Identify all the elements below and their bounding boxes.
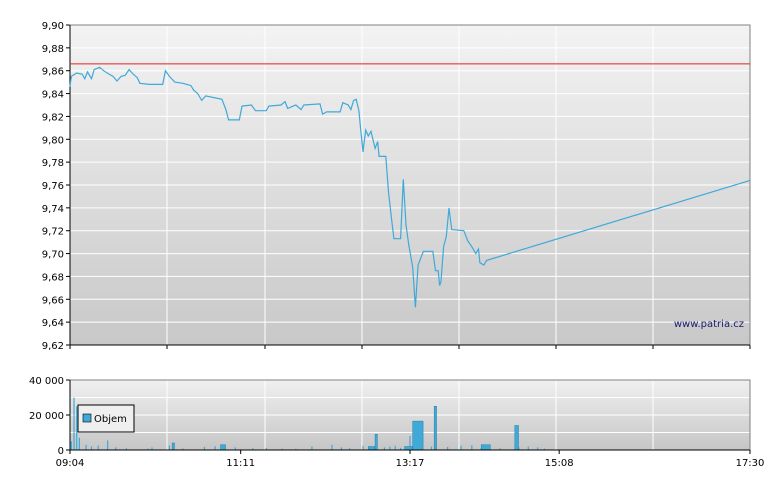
volume-bar: [147, 448, 149, 450]
volume-bar: [447, 446, 449, 450]
volume-bar: [514, 425, 519, 451]
price-y-tick-label: 9,80: [42, 135, 64, 146]
volume-bar: [543, 448, 545, 450]
volume-bar: [281, 448, 283, 450]
volume-bar: [151, 447, 153, 450]
volume-bar: [76, 406, 78, 450]
volume-bar: [527, 446, 529, 450]
volume-bar: [220, 444, 226, 451]
volume-bar: [214, 446, 216, 450]
price-y-tick-label: 9,90: [42, 21, 64, 32]
price-y-tick-label: 9,78: [42, 158, 64, 169]
x-tick-label: 15:08: [545, 458, 574, 469]
volume-y-tick-label: 0: [58, 446, 64, 457]
price-y-tick-label: 9,88: [42, 44, 64, 55]
volume-bar: [70, 441, 72, 450]
volume-bar: [73, 397, 75, 450]
volume-bar: [404, 446, 413, 451]
x-tick-label: 17:30: [736, 458, 765, 469]
volume-bar: [125, 448, 128, 450]
volume-bar: [97, 445, 99, 450]
volume-bar: [107, 440, 109, 450]
volume-bar: [537, 447, 539, 450]
x-tick-label: 13:17: [396, 458, 425, 469]
volume-bar: [90, 446, 93, 450]
volume-bar: [115, 447, 117, 450]
price-y-tick-label: 9,72: [42, 227, 64, 238]
price-y-tick-label: 9,84: [42, 90, 64, 101]
price-y-tick-label: 9,68: [42, 272, 64, 283]
volume-bar: [412, 420, 424, 451]
price-y-tick-label: 9,64: [42, 318, 64, 329]
volume-bar: [362, 445, 364, 450]
price-y-tick-label: 9,70: [42, 250, 64, 261]
volume-bar: [295, 448, 297, 450]
volume-bar: [518, 447, 520, 450]
price-series-line: [69, 66, 751, 308]
volume-bar: [340, 447, 343, 450]
volume-bar: [499, 448, 501, 450]
watermark-text: www.patria.cz: [674, 319, 744, 330]
volume-bar: [480, 444, 491, 451]
price-panel: 9,90 9,88 9,86 9,84 9,82 9,80 9,78 9,76 9,74 9,72…: [42, 21, 751, 352]
volume-bar: [399, 447, 402, 450]
price-y-tick-label: 9,66: [42, 295, 64, 306]
volume-bar: [252, 448, 254, 450]
volume-bar: [460, 445, 462, 450]
volume-bar: [471, 445, 473, 450]
legend-label: Objem: [94, 414, 127, 425]
price-y-tick-label: 9,74: [42, 204, 64, 215]
volume-bar: [389, 446, 391, 450]
price-y-tick-label: 9,62: [42, 341, 64, 352]
volume-bar: [234, 447, 236, 450]
volume-bar: [311, 446, 313, 450]
volume-bar: [203, 446, 205, 450]
volume-bar: [368, 446, 375, 451]
legend-swatch: [82, 413, 92, 423]
volume-panel: 40 000 20 000 009:04 11:11 13:17 15:08 17:30 Ob…: [29, 376, 764, 469]
volume-bar: [168, 445, 171, 450]
x-tick-label: 11:11: [226, 458, 255, 469]
price-y-tick-label: 9,86: [42, 67, 64, 78]
volume-bar: [394, 445, 396, 450]
x-tick-label: 09:04: [56, 458, 85, 469]
price-y-tick-label: 9,76: [42, 181, 64, 192]
volume-bar: [78, 437, 81, 450]
volume-y-tick-label: 20 000: [29, 411, 64, 422]
volume-bar: [265, 447, 267, 450]
volume-bar: [374, 434, 378, 451]
price-y-tick-label: 9,82: [42, 112, 64, 123]
volume-bar: [383, 447, 386, 450]
volume-bar: [348, 448, 351, 450]
volume-bar: [433, 406, 437, 451]
volume-bar: [430, 446, 433, 450]
legend: Objem: [77, 404, 135, 433]
volume-bar: [182, 448, 184, 450]
volume-bar: [85, 444, 87, 450]
volume-bar: [331, 444, 333, 450]
volume-y-tick-label: 40 000: [29, 376, 64, 387]
volume-bar: [171, 442, 175, 451]
volume-bar: [409, 436, 411, 450]
